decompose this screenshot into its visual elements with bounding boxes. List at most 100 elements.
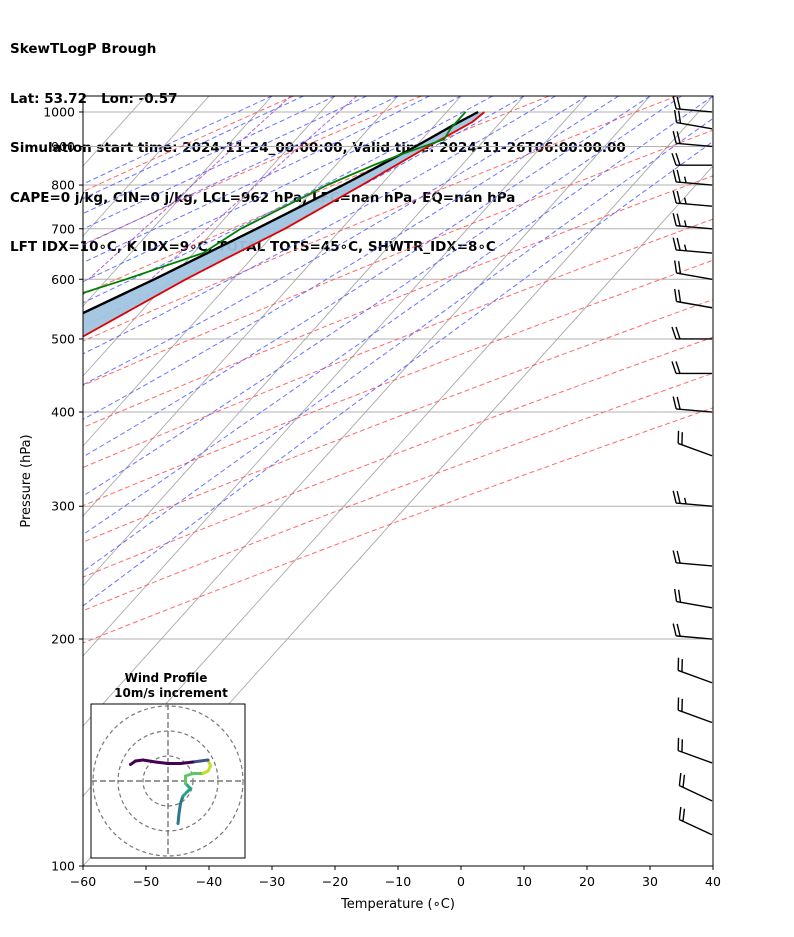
moist-adiabat [83,96,588,386]
x-tick-label: 30 [642,874,658,889]
barb-flag [678,806,682,820]
barb-shaft [676,108,713,113]
barb-half-flag [683,220,687,227]
isotherm [83,96,588,657]
y-tick-label: 900 [51,139,75,154]
barb-flag [672,169,677,183]
y-tick-label: 500 [51,331,75,346]
barb-half-flag [683,244,687,251]
wind-barb [672,130,713,148]
isotherm [83,96,651,727]
barb-flag [676,131,681,144]
barb-shaft [676,249,713,254]
wind-barb [677,737,713,764]
barb-flag [678,773,682,786]
wind-barb [672,490,713,507]
dry-adiabat [83,129,713,387]
isotherm [83,96,273,307]
y-tick-label: 400 [51,405,75,420]
isotherm [83,96,210,237]
barb-shaft [676,562,713,567]
mixing-ratio-line [88,96,292,280]
wind-barb [672,213,713,230]
wind-barb [672,237,713,254]
hodograph-segment [179,760,195,765]
moist-adiabat [83,96,619,420]
barb-shaft [677,442,713,457]
barb-flag [671,152,677,166]
moist-adiabat [83,96,304,200]
barb-flag [672,96,677,110]
isotherm [83,96,336,377]
x-tick-label: −30 [259,874,285,889]
dry-adiabat [83,407,713,644]
barb-shaft [679,785,713,802]
wind-barb [678,806,713,836]
wind-barb [678,773,713,802]
dry-adiabat [83,96,677,342]
y-tick-label: 700 [51,221,75,236]
barb-flag [676,237,681,251]
barb-flag [675,361,681,374]
barb-shaft [676,272,713,280]
grid-layer [0,96,713,866]
wind-barb [671,326,712,340]
isotherm [0,96,20,866]
dry-adiabat [83,372,713,612]
barb-flag [676,396,681,410]
barb-flag [676,213,681,227]
hodograph-segment [177,802,182,815]
inset-subtitle: 10m/s increment [114,686,228,700]
barb-half-flag [683,197,687,205]
barb-flag [676,96,681,110]
hodograph-segment [129,759,137,766]
hodograph-segment [154,760,170,765]
x-tick-label: 40 [705,874,721,889]
wind-barb [673,588,713,609]
x-tick-label: 0 [457,874,465,889]
barb-shaft [676,121,713,130]
hodograph [91,704,245,858]
parcel-profile-line [83,110,479,315]
wind-barb [673,288,713,309]
wind-barb [672,396,713,413]
dry-adiabat [83,175,713,428]
wind-barb [677,697,713,724]
barb-flag [677,261,682,274]
axis-ticks: −60 −50 −40 −30 −20 −10 0 10 20 30 40 1000 900 800 700… [43,104,721,889]
inset-title: Wind Profile [125,671,208,685]
x-tick-label: 20 [579,874,595,889]
barb-flag [672,237,677,251]
isotherm [83,96,84,97]
barb-shaft [677,709,713,724]
isotherm [83,96,462,517]
barb-flag [672,396,677,410]
dry-adiabat [83,336,713,578]
y-tick-label: 200 [51,632,75,647]
barb-flag [676,550,681,564]
moist-adiabat [83,96,273,185]
hodograph-segment [176,812,181,825]
barb-shaft [676,300,713,309]
y-tick-label: 100 [51,859,75,874]
barb-flag [677,110,682,124]
location-line: Lat: 53.72 Lon: -0.57 [10,90,178,107]
wind-barb [671,361,712,375]
barb-shaft [676,600,713,609]
barb-flag [677,289,682,303]
y-tick-label: 600 [51,272,75,287]
barb-flag [676,623,681,637]
data-layer [83,110,485,338]
x-tick-label: −50 [133,874,159,889]
barb-half-flag [683,176,687,183]
y-tick-label: 800 [51,178,75,193]
barb-shaft [677,749,713,764]
moist-adiabat [83,140,713,607]
wind-barb [677,657,713,684]
barb-shaft [677,669,713,684]
mixing-ratio-line [150,96,358,280]
moist-adiabat [83,96,493,304]
x-axis-label: Temperature (∘C) [340,897,455,912]
barb-shaft [676,408,713,413]
barb-shaft [676,502,713,507]
